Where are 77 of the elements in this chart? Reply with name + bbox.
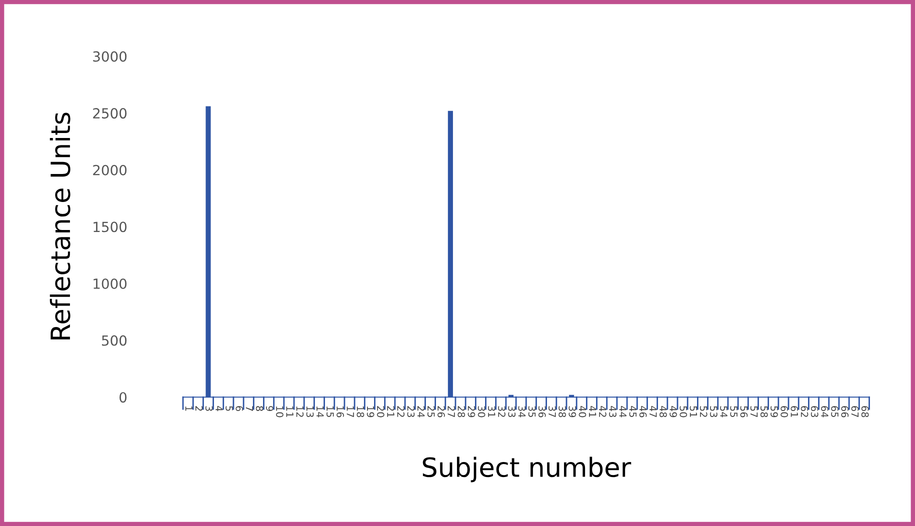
x-tick-label: 7 xyxy=(246,406,254,411)
x-tick-label: 62 xyxy=(800,406,808,417)
x-tick-label: 12 xyxy=(296,406,304,417)
x-tick-label: 23 xyxy=(407,406,415,418)
x-tick-label: 14 xyxy=(316,406,324,418)
y-tick-label: 1500 xyxy=(94,222,127,232)
x-tick-label: 54 xyxy=(720,406,728,418)
x-tick-label: 28 xyxy=(458,406,466,418)
x-tick-label: 6 xyxy=(236,406,244,412)
x-tick-label: 40 xyxy=(578,406,586,418)
x-tick-label: 39 xyxy=(568,406,576,418)
x-tick-label: 57 xyxy=(750,406,758,418)
x-tick-label: 32 xyxy=(498,406,506,417)
x-tick-label: 67 xyxy=(851,406,859,418)
x-tick-label: 22 xyxy=(397,406,405,417)
x-axis-title: Subject number xyxy=(422,456,632,482)
y-tick-label: 500 xyxy=(102,335,127,346)
x-tick-label: 53 xyxy=(710,406,718,418)
x-tick-label: 37 xyxy=(548,406,556,418)
x-tick-label: 33 xyxy=(508,406,516,418)
x-tick-label: 19 xyxy=(366,406,374,418)
x-tick-label: 1 xyxy=(185,406,192,411)
x-tick-label: 36 xyxy=(538,406,546,418)
x-tick-label: 58 xyxy=(760,406,768,418)
y-tick-label: 2000 xyxy=(93,164,127,176)
y-axis-title: Reflectance Units xyxy=(50,112,70,340)
x-tick-label: 9 xyxy=(266,406,274,411)
x-tick-label: 47 xyxy=(650,406,657,418)
x-tick-label: 4 xyxy=(216,406,223,412)
x-tick-label: 60 xyxy=(780,406,788,418)
x-tick-label: 48 xyxy=(660,406,667,418)
x-tick-label: 63 xyxy=(810,406,818,418)
x-tick-label: 35 xyxy=(528,406,536,417)
x-tick-label: 64 xyxy=(821,406,828,418)
x-tick-label: 2 xyxy=(195,406,203,411)
x-tick-label: 65 xyxy=(831,406,838,417)
x-tick-label: 49 xyxy=(670,406,677,418)
x-tick-label: 16 xyxy=(336,406,344,418)
x-tick-label: 43 xyxy=(609,406,616,418)
x-tick-label: 44 xyxy=(619,406,626,418)
x-tick-label: 59 xyxy=(770,406,778,418)
x-tick-label: 10 xyxy=(276,406,284,418)
y-tick-label: 0 xyxy=(120,392,127,403)
x-tick-label: 17 xyxy=(346,406,354,418)
x-tick-label: 34 xyxy=(518,406,526,418)
x-tick-label: 51 xyxy=(690,406,698,417)
x-tick-label: 27 xyxy=(448,406,455,418)
y-tick-label: 1000 xyxy=(94,278,127,289)
x-tick-label: 55 xyxy=(730,406,738,417)
x-tick-label: 26 xyxy=(438,406,445,418)
y-tick-label: 3000 xyxy=(93,51,127,62)
x-tick-label: 68 xyxy=(861,406,869,418)
x-tick-label: 52 xyxy=(700,406,708,417)
x-tick-label: 15 xyxy=(326,406,334,417)
x-tick-label: 21 xyxy=(387,406,394,417)
x-tick-label: 38 xyxy=(558,406,566,418)
x-tick-label: 50 xyxy=(680,406,688,418)
x-tick-label: 24 xyxy=(417,406,425,418)
x-tick-label: 3 xyxy=(205,406,213,411)
x-tick-label: 5 xyxy=(226,406,233,411)
x-tick-label: 42 xyxy=(599,406,606,417)
y-tick-label: 2500 xyxy=(93,108,127,119)
x-tick-label: 61 xyxy=(790,406,798,417)
x-tick-label: 29 xyxy=(468,406,476,418)
x-tick-label: 18 xyxy=(356,406,364,418)
x-tick-label: 11 xyxy=(286,406,294,417)
x-tick-label: 20 xyxy=(376,406,384,418)
x-tick-label: 45 xyxy=(629,406,636,417)
x-tick-label: 56 xyxy=(740,406,748,418)
x-tick-label: 46 xyxy=(639,406,647,418)
x-tick-label: 30 xyxy=(478,406,486,418)
x-tick-label: 41 xyxy=(589,406,596,417)
x-tick-label: 25 xyxy=(427,406,435,417)
x-tick-label: 8 xyxy=(256,406,264,411)
x-tick-label: 13 xyxy=(306,406,314,418)
x-tick-label: 66 xyxy=(841,406,849,418)
x-tick-label: 31 xyxy=(488,406,496,417)
